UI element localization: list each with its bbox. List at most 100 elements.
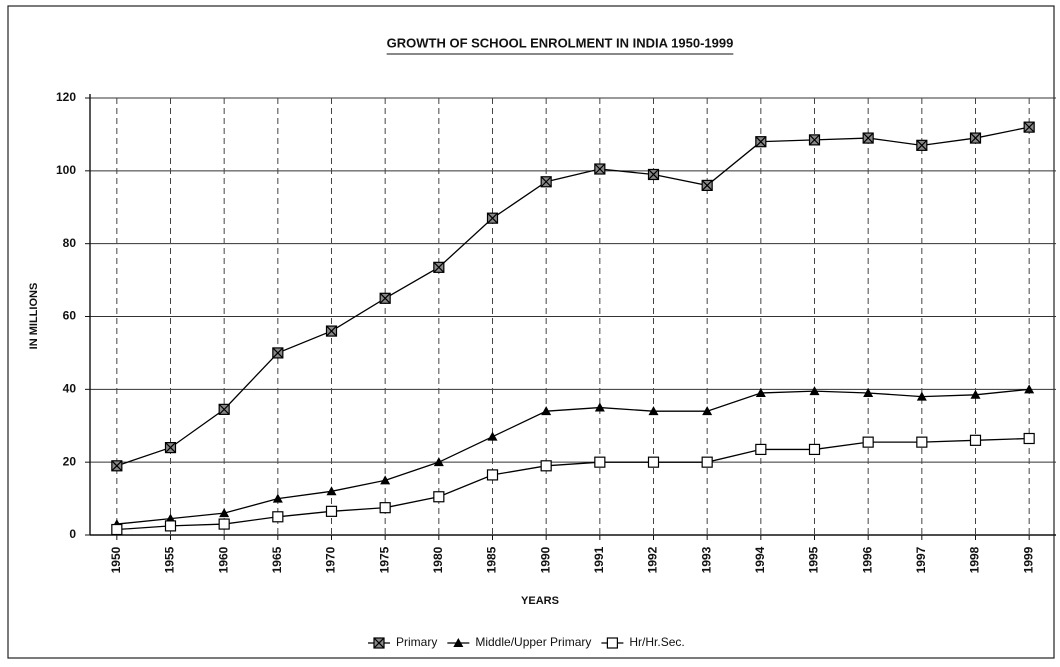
marker-shape	[606, 637, 618, 649]
series-line	[116, 388, 1030, 525]
marker	[379, 292, 391, 304]
marker-cross	[862, 132, 874, 144]
y-axis-label: IN MILLIONS	[28, 283, 40, 350]
x-axis-label: YEARS	[521, 595, 559, 607]
marker-shape	[272, 493, 283, 503]
marker-shape	[1024, 384, 1035, 394]
marker-shape	[701, 456, 713, 468]
marker	[541, 406, 552, 416]
marker-cross	[111, 460, 123, 472]
marker	[272, 511, 284, 523]
marker	[862, 436, 874, 448]
marker-shape	[272, 511, 284, 523]
x-tick-label: 1975	[377, 546, 391, 573]
marker	[1024, 384, 1035, 394]
marker	[916, 139, 928, 151]
y-tick-label: 0	[69, 527, 76, 541]
marker	[648, 406, 659, 416]
marker	[594, 402, 605, 412]
marker-shape	[486, 469, 499, 481]
marker	[272, 347, 284, 359]
marker	[325, 325, 338, 337]
marker	[970, 389, 981, 399]
marker-cross	[433, 261, 445, 273]
marker	[487, 431, 498, 441]
marker	[379, 502, 391, 514]
x-tick-label: 1965	[270, 546, 284, 573]
marker-shape	[326, 486, 337, 496]
marker-shape	[862, 436, 874, 448]
marker	[453, 638, 464, 647]
x-tick-label: 1995	[807, 546, 821, 573]
marker	[1023, 121, 1035, 133]
marker-cross	[1023, 121, 1035, 133]
marker-shape	[433, 457, 444, 467]
x-tick-label: 1955	[163, 546, 177, 573]
marker	[647, 456, 660, 468]
marker-shape	[111, 523, 123, 536]
marker-cross	[326, 325, 337, 337]
marker-cross	[165, 442, 176, 454]
x-tick-label: 1992	[646, 546, 660, 573]
marker	[486, 212, 499, 224]
marker-shape	[540, 460, 552, 472]
y-tick-label: 120	[56, 90, 76, 104]
marker-shape	[647, 456, 660, 468]
marker	[701, 456, 713, 468]
marker	[380, 475, 391, 485]
marker-shape	[702, 406, 713, 416]
marker	[809, 386, 820, 396]
marker-shape	[164, 520, 177, 532]
marker	[755, 443, 767, 456]
marker	[540, 176, 552, 188]
marker-shape	[433, 491, 445, 503]
x-tick-label: 1998	[968, 546, 982, 573]
legend-label: Hr/Hr.Sec.	[629, 635, 684, 649]
marker-cross	[218, 403, 230, 415]
marker-cross	[379, 292, 391, 304]
marker	[111, 523, 123, 536]
marker-cross	[540, 176, 552, 188]
series-line	[116, 126, 1030, 467]
marker	[433, 261, 445, 273]
marker	[647, 168, 660, 181]
marker	[1023, 432, 1035, 445]
marker-cross	[487, 212, 498, 224]
marker-cross	[970, 132, 981, 144]
marker-shape	[970, 389, 981, 399]
marker-shape	[594, 456, 606, 468]
x-tick-label: 1994	[753, 546, 767, 573]
marker-shape	[594, 402, 605, 412]
chart-title: GROWTH OF SCHOOL ENROLMENT IN INDIA 1950…	[387, 35, 734, 50]
marker-cross	[916, 139, 928, 151]
marker-shape	[325, 505, 338, 517]
marker	[969, 132, 982, 144]
marker-shape	[755, 443, 767, 456]
marker-shape	[755, 387, 766, 397]
marker-shape	[219, 508, 230, 518]
marker	[808, 134, 821, 146]
marker	[433, 491, 445, 503]
marker-shape	[969, 434, 982, 446]
marker	[164, 520, 177, 532]
marker-shape	[1023, 432, 1035, 445]
marker-shape	[808, 443, 821, 456]
marker	[218, 403, 230, 415]
marker-cross	[373, 637, 385, 649]
y-tick-label: 80	[63, 236, 77, 250]
x-tick-label: 1996	[860, 546, 874, 573]
x-tick-label: 1997	[914, 546, 928, 573]
marker-shape	[916, 391, 927, 401]
marker	[486, 469, 499, 481]
marker	[862, 132, 874, 144]
marker-shape	[863, 387, 874, 397]
marker	[808, 443, 821, 456]
x-tick-label: 1990	[538, 546, 552, 573]
marker-cross	[701, 179, 713, 191]
marker-shape	[541, 406, 552, 416]
marker	[373, 637, 385, 649]
x-tick-label: 1970	[324, 546, 338, 573]
y-tick-label: 60	[63, 309, 77, 323]
marker-shape	[379, 502, 391, 514]
